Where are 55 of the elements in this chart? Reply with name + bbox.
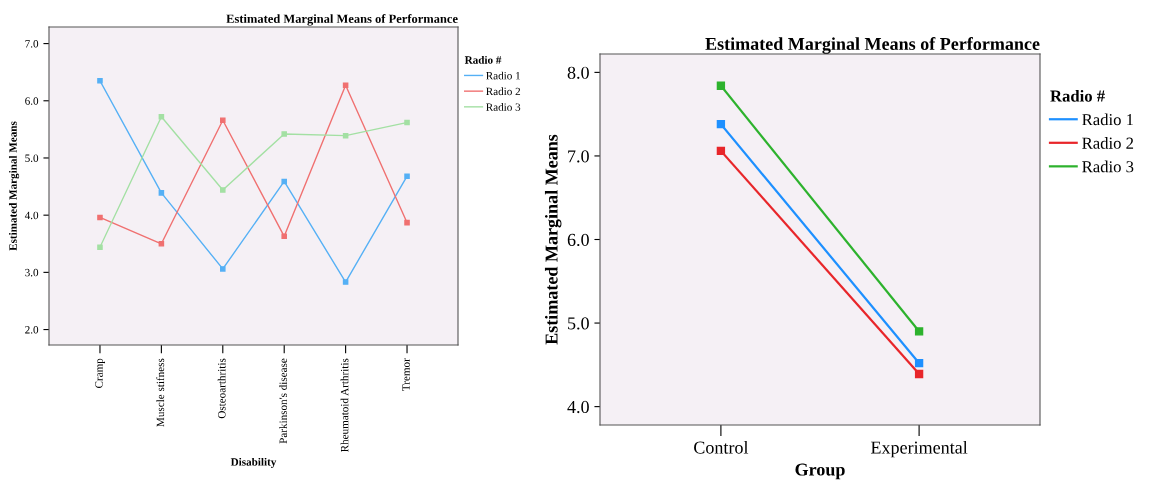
- x-tick-label: Experimental: [870, 440, 968, 458]
- point: [281, 233, 287, 240]
- y-tick-label: 6.0: [567, 233, 589, 247]
- x-axis-title: Disability: [230, 457, 277, 468]
- point: [404, 173, 410, 180]
- y-tick-label: 7.0: [25, 40, 39, 48]
- point: [914, 369, 924, 379]
- y-axis-title: Estimated Marginal Means: [544, 134, 562, 345]
- x-tick-label: Muscle stifness: [156, 358, 165, 427]
- point: [716, 146, 726, 156]
- legend-label: Radio 1: [1082, 113, 1133, 126]
- y-tick-label: 4.0: [24, 211, 39, 220]
- point: [97, 214, 103, 221]
- point: [220, 117, 226, 124]
- y-tick-label: 5.0: [568, 317, 589, 330]
- legend-label: Radio 2: [1082, 137, 1134, 149]
- point: [158, 240, 165, 247]
- x-axis-title: Group: [795, 463, 845, 480]
- point: [158, 190, 165, 196]
- x-tick-label: Osteoarthritis: [217, 358, 226, 419]
- point: [404, 219, 410, 226]
- legend-title: Radio #: [1050, 89, 1105, 102]
- x-tick-label: Control: [694, 440, 749, 454]
- point: [914, 327, 924, 336]
- point: [404, 119, 410, 126]
- y-tick-label: 7.0: [568, 150, 589, 163]
- point: [97, 77, 103, 84]
- y-tick-label: 8.0: [567, 66, 589, 79]
- point: [220, 187, 226, 193]
- legend-label: Radio 1: [486, 71, 520, 80]
- legend-label: Radio 2: [486, 87, 521, 96]
- x-tick-label: Rheumatoid Arthritis: [340, 358, 349, 453]
- legend-label: Radio 3: [486, 103, 521, 111]
- x-tick-label: Parkinson's disease: [279, 358, 287, 444]
- point: [281, 131, 287, 137]
- point: [716, 81, 726, 90]
- point: [342, 279, 349, 285]
- y-axis-title: Estimated Marginal Means: [8, 121, 20, 251]
- chart-title: Estimated Marginal Means of Performance: [705, 37, 1040, 54]
- legend-title: Radio #: [464, 55, 502, 64]
- y-tick-label: 2.0: [25, 326, 39, 334]
- point: [281, 178, 287, 185]
- point: [716, 120, 726, 129]
- point: [914, 358, 924, 368]
- y-tick-label: 4.0: [567, 400, 589, 414]
- y-tick-label: 5.0: [25, 154, 39, 162]
- point: [220, 266, 226, 272]
- point: [97, 244, 103, 250]
- x-tick-label: Tremor: [402, 358, 410, 391]
- y-tick-label: 3.0: [25, 268, 39, 277]
- chart-title: Estimated Marginal Means of Performance: [226, 14, 458, 26]
- y-tick-label: 6.0: [25, 97, 39, 105]
- legend-label: Radio 3: [1082, 160, 1134, 173]
- point: [158, 114, 165, 120]
- x-tick-label: Cramp: [95, 358, 106, 388]
